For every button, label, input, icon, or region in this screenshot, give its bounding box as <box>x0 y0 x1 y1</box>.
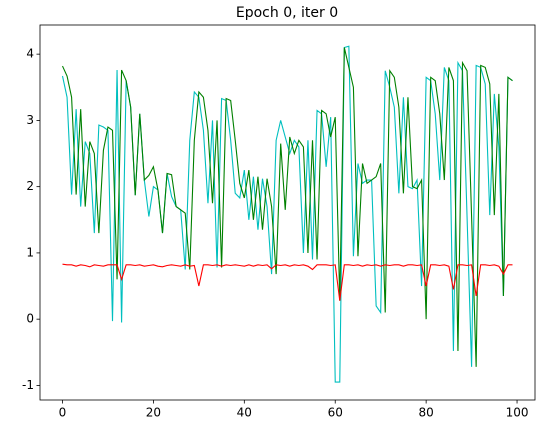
y-tick-label: 3 <box>26 113 34 127</box>
chart-title: Epoch 0, iter 0 <box>236 5 338 21</box>
y-tick-label: 1 <box>26 245 34 259</box>
plot-area <box>61 45 513 383</box>
x-tick-label: 80 <box>418 406 433 420</box>
y-tick-label: -1 <box>22 378 34 392</box>
y-tick-label: 0 <box>26 312 34 326</box>
data-line <box>61 45 513 383</box>
y-tick-label: 4 <box>26 47 34 61</box>
data-line <box>62 263 513 301</box>
axes-frame <box>39 24 536 401</box>
x-tick-label: 100 <box>506 406 529 420</box>
x-tick-label: 20 <box>146 406 161 420</box>
x-tick-label: 40 <box>237 406 252 420</box>
data-line <box>61 47 513 367</box>
x-tick-label: 0 <box>59 406 67 420</box>
y-tick-label: 2 <box>26 179 34 193</box>
x-tick-label: 60 <box>328 406 343 420</box>
